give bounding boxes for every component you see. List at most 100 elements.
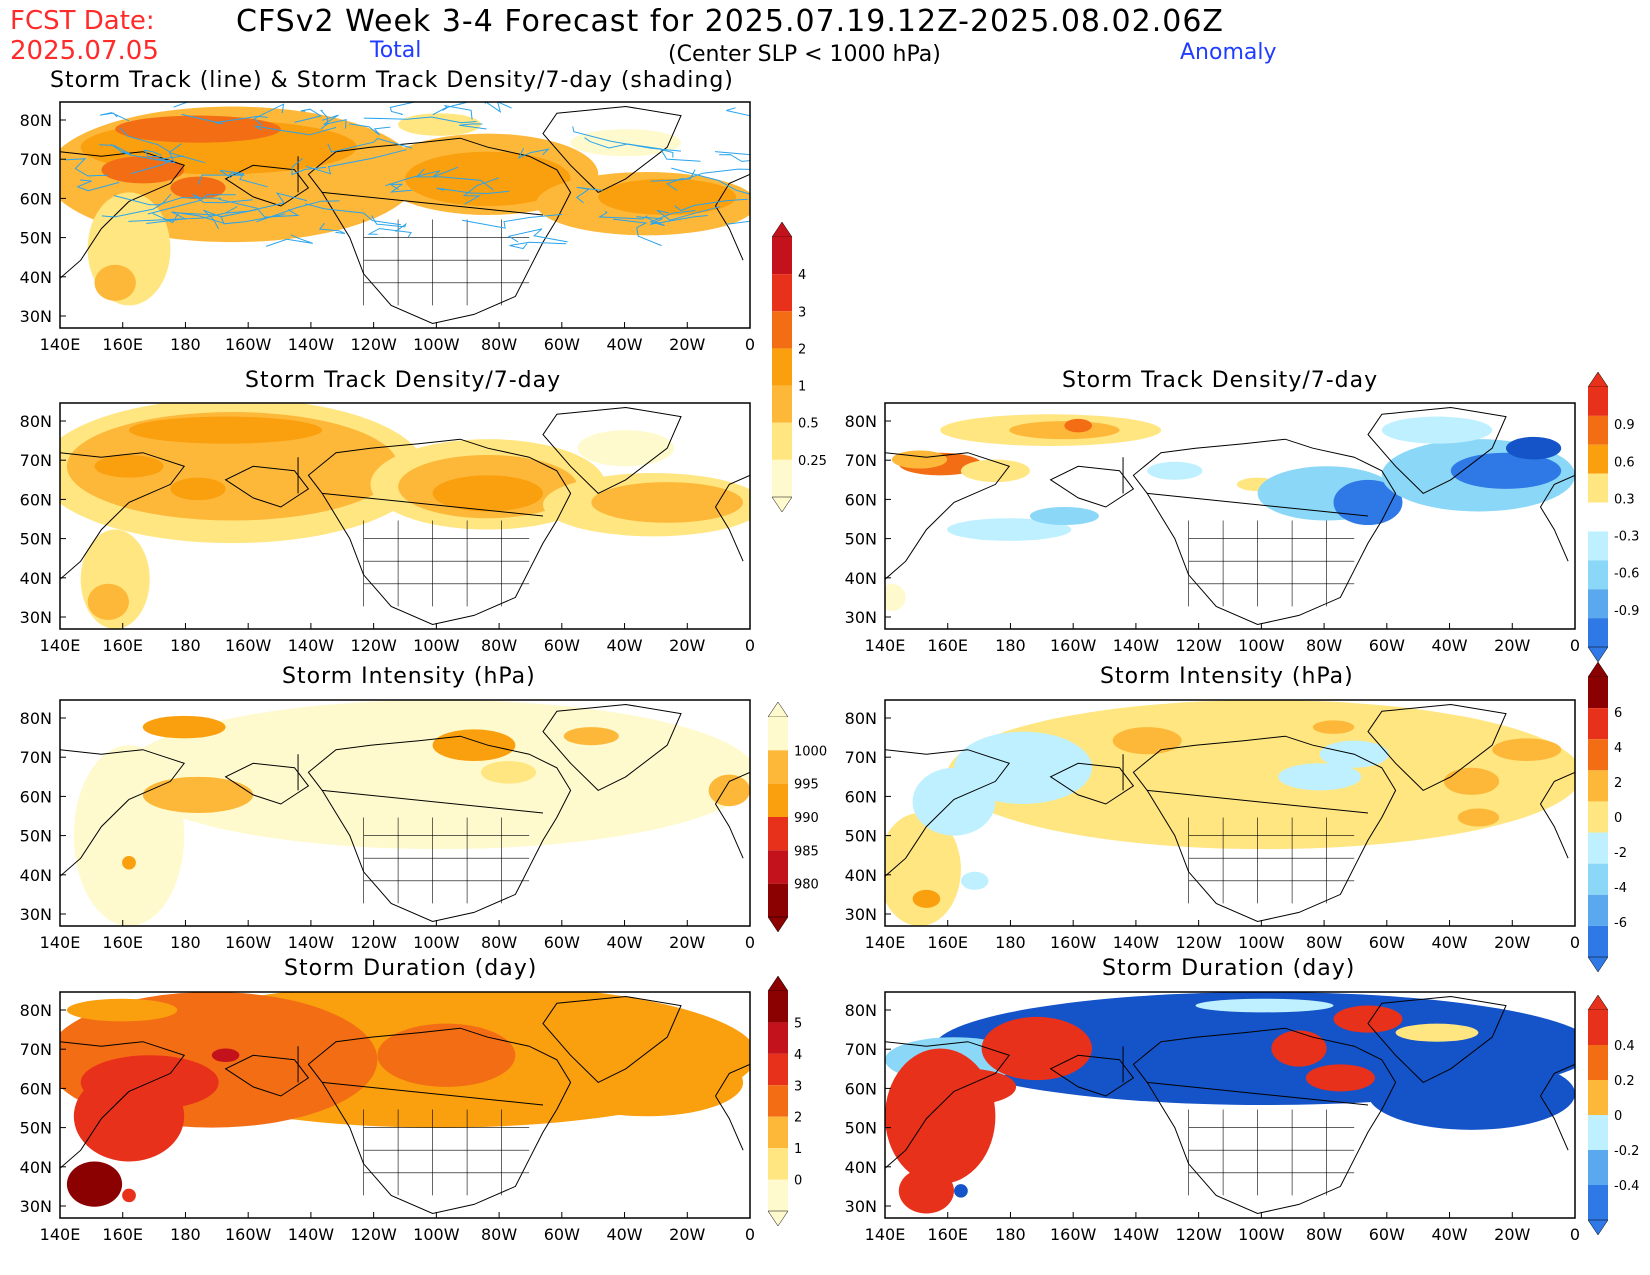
map-frame <box>884 402 1576 630</box>
lon-tick-label: 0 <box>745 1225 755 1244</box>
colorbar-label: 1 <box>798 380 806 395</box>
lat-tick-label: 50N <box>845 530 877 549</box>
colorbar-swatch <box>768 783 788 817</box>
coastline <box>1049 1054 1135 1097</box>
shaded-region <box>543 1005 681 1033</box>
shaded-region <box>598 178 737 215</box>
colorbar-swatch <box>768 850 788 884</box>
shaded-region <box>1112 727 1182 755</box>
shaded-region <box>1147 461 1203 480</box>
lon-tick-label: 180 <box>170 933 201 952</box>
colorbar-label: -0.4 <box>1614 1179 1639 1194</box>
lat-tick-label: 40N <box>845 1158 877 1177</box>
colorbar-swatch <box>1588 1150 1608 1185</box>
lon-tick-label: 140W <box>288 933 335 952</box>
colorbar-label: 995 <box>794 778 819 793</box>
shaded-region <box>981 1016 1092 1081</box>
lat-tick-label: 60N <box>845 787 877 806</box>
country-border <box>322 789 544 814</box>
lat-tick-label: 70N <box>845 1040 877 1059</box>
lon-tick-label: 60W <box>544 335 580 354</box>
shaded-region <box>122 855 136 870</box>
colorbar-label: 4 <box>1614 741 1622 756</box>
lon-tick-label: 140W <box>1113 636 1160 655</box>
storm-track-line <box>218 198 300 218</box>
shaded-region <box>142 776 254 813</box>
coastline <box>542 105 682 194</box>
colorbar-label: -2 <box>1614 846 1627 861</box>
lat-tick-label: 70N <box>20 748 52 767</box>
storm-track-line <box>220 213 286 225</box>
total-column-label: Total <box>370 38 422 63</box>
storm-track-line <box>385 166 459 187</box>
colorbar-label: 2 <box>798 342 806 357</box>
fcst-date-label: FCST Date: <box>10 6 155 36</box>
lat-tick-label: 60N <box>20 787 52 806</box>
coastline <box>1367 406 1507 495</box>
storm-track-line <box>674 198 748 212</box>
map-frame <box>59 991 751 1219</box>
colorbar-label: 6 <box>1614 706 1622 721</box>
shaded-region <box>1029 506 1099 526</box>
colorbar-swatch <box>1588 677 1608 709</box>
shaded-region <box>1009 421 1120 440</box>
lon-tick-label: 140W <box>288 636 335 655</box>
colorbar-label: 980 <box>794 878 819 893</box>
lon-tick-label: 140E <box>40 335 81 354</box>
map-frame <box>59 101 751 329</box>
shaded-region <box>1450 452 1562 489</box>
lon-tick-label: 160E <box>102 1225 143 1244</box>
shaded-region <box>947 518 1072 541</box>
main-title: CFSv2 Week 3-4 Forecast for 2025.07.19.1… <box>236 4 1224 39</box>
lon-tick-label: 0 <box>1570 1225 1580 1244</box>
map-tden: 80N 70N 60N 50N 40N 30N 140E 160E 180 160W 140W 120… <box>20 402 755 655</box>
map-tint: 80N 70N 60N 50N 40N 30N 140E 160E 180 160W 140W 120… <box>20 699 755 952</box>
colorbar-swatch <box>772 348 792 386</box>
lon-tick-label: 140W <box>1113 933 1160 952</box>
coastline <box>714 173 750 261</box>
lon-tick-label: 100W <box>1238 636 1285 655</box>
colorbar-intensity-anom: 6 4 2 0 -2 -4 -6 <box>1587 661 1627 973</box>
shaded-region <box>129 416 323 444</box>
lon-tick-label: 140E <box>865 1225 906 1244</box>
lon-tick-label: 100W <box>413 335 460 354</box>
lon-tick-label: 160W <box>225 933 272 952</box>
colorbar-label: -0.9 <box>1614 604 1639 619</box>
shaded-region <box>570 129 681 157</box>
lon-tick-label: 180 <box>170 335 201 354</box>
country-border <box>322 191 544 216</box>
storm-track-line <box>101 193 172 218</box>
map-frame <box>884 699 1576 927</box>
colorbar-swatch <box>772 311 792 349</box>
lat-tick-label: 60N <box>20 1079 52 1098</box>
coastline <box>60 452 186 580</box>
storm-track-line <box>192 193 253 204</box>
lon-tick-label: 20W <box>669 933 705 952</box>
colorbar-swatch <box>1588 925 1608 957</box>
storm-track-line <box>584 137 662 150</box>
panel-title-total-intensity: Storm Intensity (hPa) <box>282 664 536 689</box>
coastline <box>714 474 750 562</box>
coastline <box>885 1041 1011 1169</box>
shaded-region <box>885 1048 996 1185</box>
lat-tick-label: 70N <box>20 451 52 470</box>
colorbar-swatch <box>768 991 788 1023</box>
shaded-region <box>885 583 906 611</box>
colorbar-swatch <box>1588 560 1608 590</box>
colorbar-swatch <box>768 1179 788 1211</box>
lon-tick-label: 120W <box>1175 636 1222 655</box>
storm-track-line <box>666 169 696 191</box>
colorbar-swatch <box>1588 444 1608 474</box>
storm-track-line <box>726 107 750 117</box>
shaded-region <box>211 1048 240 1063</box>
lon-tick-label: 40W <box>1431 1225 1467 1244</box>
storm-track-line <box>509 241 567 250</box>
shaded-region <box>708 774 750 807</box>
map-frame <box>884 991 1576 1219</box>
lat-tick-label: 80N <box>20 111 52 130</box>
lat-tick-label: 30N <box>20 905 52 924</box>
colorbar-label: 2 <box>1614 776 1622 791</box>
coastline <box>60 151 186 279</box>
lat-tick-label: 70N <box>20 1040 52 1059</box>
lat-tick-label: 60N <box>20 189 52 208</box>
